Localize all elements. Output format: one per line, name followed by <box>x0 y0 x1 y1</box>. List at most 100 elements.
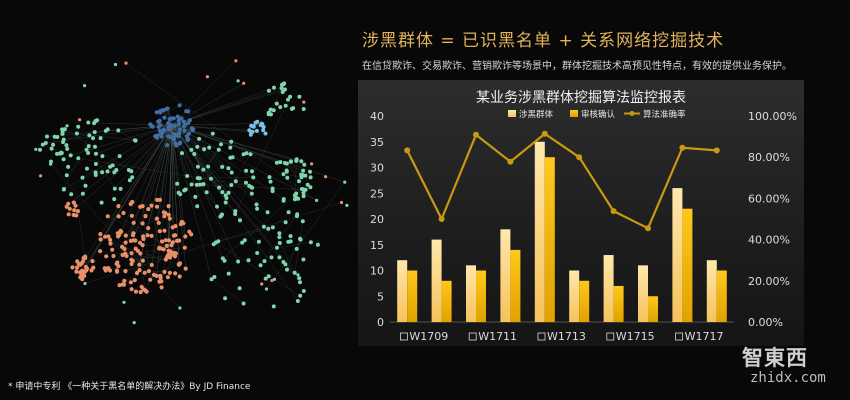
network-node <box>128 201 133 207</box>
network-node <box>169 116 174 121</box>
network-node <box>158 273 163 278</box>
network-node <box>209 176 213 181</box>
network-node <box>281 172 286 177</box>
network-node <box>240 240 245 245</box>
point-算法准确率-W1713 <box>541 130 548 137</box>
network-node <box>131 220 136 225</box>
network-node <box>256 239 261 244</box>
network-link <box>286 163 300 182</box>
network-node <box>122 278 127 283</box>
network-node <box>173 251 178 256</box>
network-node <box>194 182 199 187</box>
network-node <box>315 198 319 202</box>
network-link <box>151 235 181 264</box>
network-node <box>301 168 306 173</box>
network-node <box>283 220 288 225</box>
y-tick-label: 20 <box>370 213 384 226</box>
network-node <box>216 147 221 152</box>
network-link <box>167 108 173 126</box>
network-node <box>154 216 159 221</box>
network-node <box>155 133 160 138</box>
network-node <box>40 142 45 147</box>
network-node <box>172 123 177 128</box>
x-tick-box <box>400 332 408 341</box>
network-node <box>181 119 186 124</box>
network-node <box>258 263 263 268</box>
network-node <box>175 181 180 186</box>
network-node <box>294 246 299 251</box>
network-node <box>116 204 121 209</box>
network-node <box>132 138 137 143</box>
network-link <box>124 272 145 281</box>
network-node <box>242 238 247 243</box>
network-link <box>171 83 244 126</box>
network-node <box>269 255 274 260</box>
network-node <box>84 147 89 152</box>
y2-tick-label: 80.00% <box>748 151 790 164</box>
network-link <box>283 173 302 178</box>
network-node <box>222 258 227 263</box>
network-link <box>211 279 244 304</box>
network-node <box>292 270 297 275</box>
network-node <box>45 134 49 139</box>
network-node <box>66 164 71 169</box>
network-node <box>161 247 166 252</box>
network-node <box>49 159 53 164</box>
bar-涉黑群体-W1714 <box>569 270 580 322</box>
network-node <box>92 130 97 135</box>
network-node <box>261 128 266 133</box>
network-node <box>183 266 188 271</box>
network-node <box>197 176 202 181</box>
network-node <box>308 169 312 174</box>
legend-label-涉黑群体: 涉黑群体 <box>519 109 554 120</box>
network-node <box>129 261 134 267</box>
network-node <box>180 151 184 156</box>
network-node <box>166 127 171 132</box>
y-tick-label: 35 <box>370 136 384 149</box>
network-node <box>283 103 288 108</box>
network-node <box>159 285 164 290</box>
page-description: 在信贷欺诈、交易欺诈、营销欺诈等场景中，群体挖掘技术高预见性特点，有效的提供业务… <box>362 61 792 72</box>
bar-涉黑群体-W1711 <box>466 265 476 322</box>
point-算法准确率-W1712 <box>507 158 514 165</box>
network-node <box>110 247 115 252</box>
network-node <box>266 88 271 93</box>
network-node <box>234 59 238 63</box>
network-node <box>302 162 307 167</box>
network-link <box>63 172 96 190</box>
network-node <box>75 265 80 270</box>
network-node <box>166 121 171 126</box>
network-node <box>260 282 264 286</box>
network-node <box>165 275 170 280</box>
network-node <box>301 289 306 293</box>
network-node <box>255 206 260 211</box>
network-link <box>118 216 167 247</box>
x-tick-label: W1715 <box>616 330 655 343</box>
network-node <box>217 185 222 190</box>
network-node <box>122 300 126 304</box>
network-node <box>149 203 154 208</box>
network-node <box>91 136 95 141</box>
network-link <box>225 154 251 196</box>
network-node <box>166 212 171 217</box>
network-node <box>308 240 313 245</box>
network-node <box>305 182 310 187</box>
network-node <box>59 151 64 156</box>
network-node <box>76 156 81 161</box>
network-node <box>86 151 91 155</box>
point-算法准确率-W1710 <box>438 216 445 222</box>
network-node <box>43 141 48 145</box>
network-node <box>164 243 169 248</box>
network-node <box>118 228 123 233</box>
network-node <box>186 131 191 136</box>
network-node <box>223 200 228 205</box>
network-node <box>115 231 120 236</box>
network-node <box>116 128 121 133</box>
network-node <box>339 200 344 205</box>
network-node <box>123 240 128 245</box>
network-link <box>261 280 273 285</box>
network-node <box>189 126 194 131</box>
y-tick-label: 25 <box>370 187 384 200</box>
network-node <box>244 168 249 173</box>
network-node <box>259 121 264 126</box>
